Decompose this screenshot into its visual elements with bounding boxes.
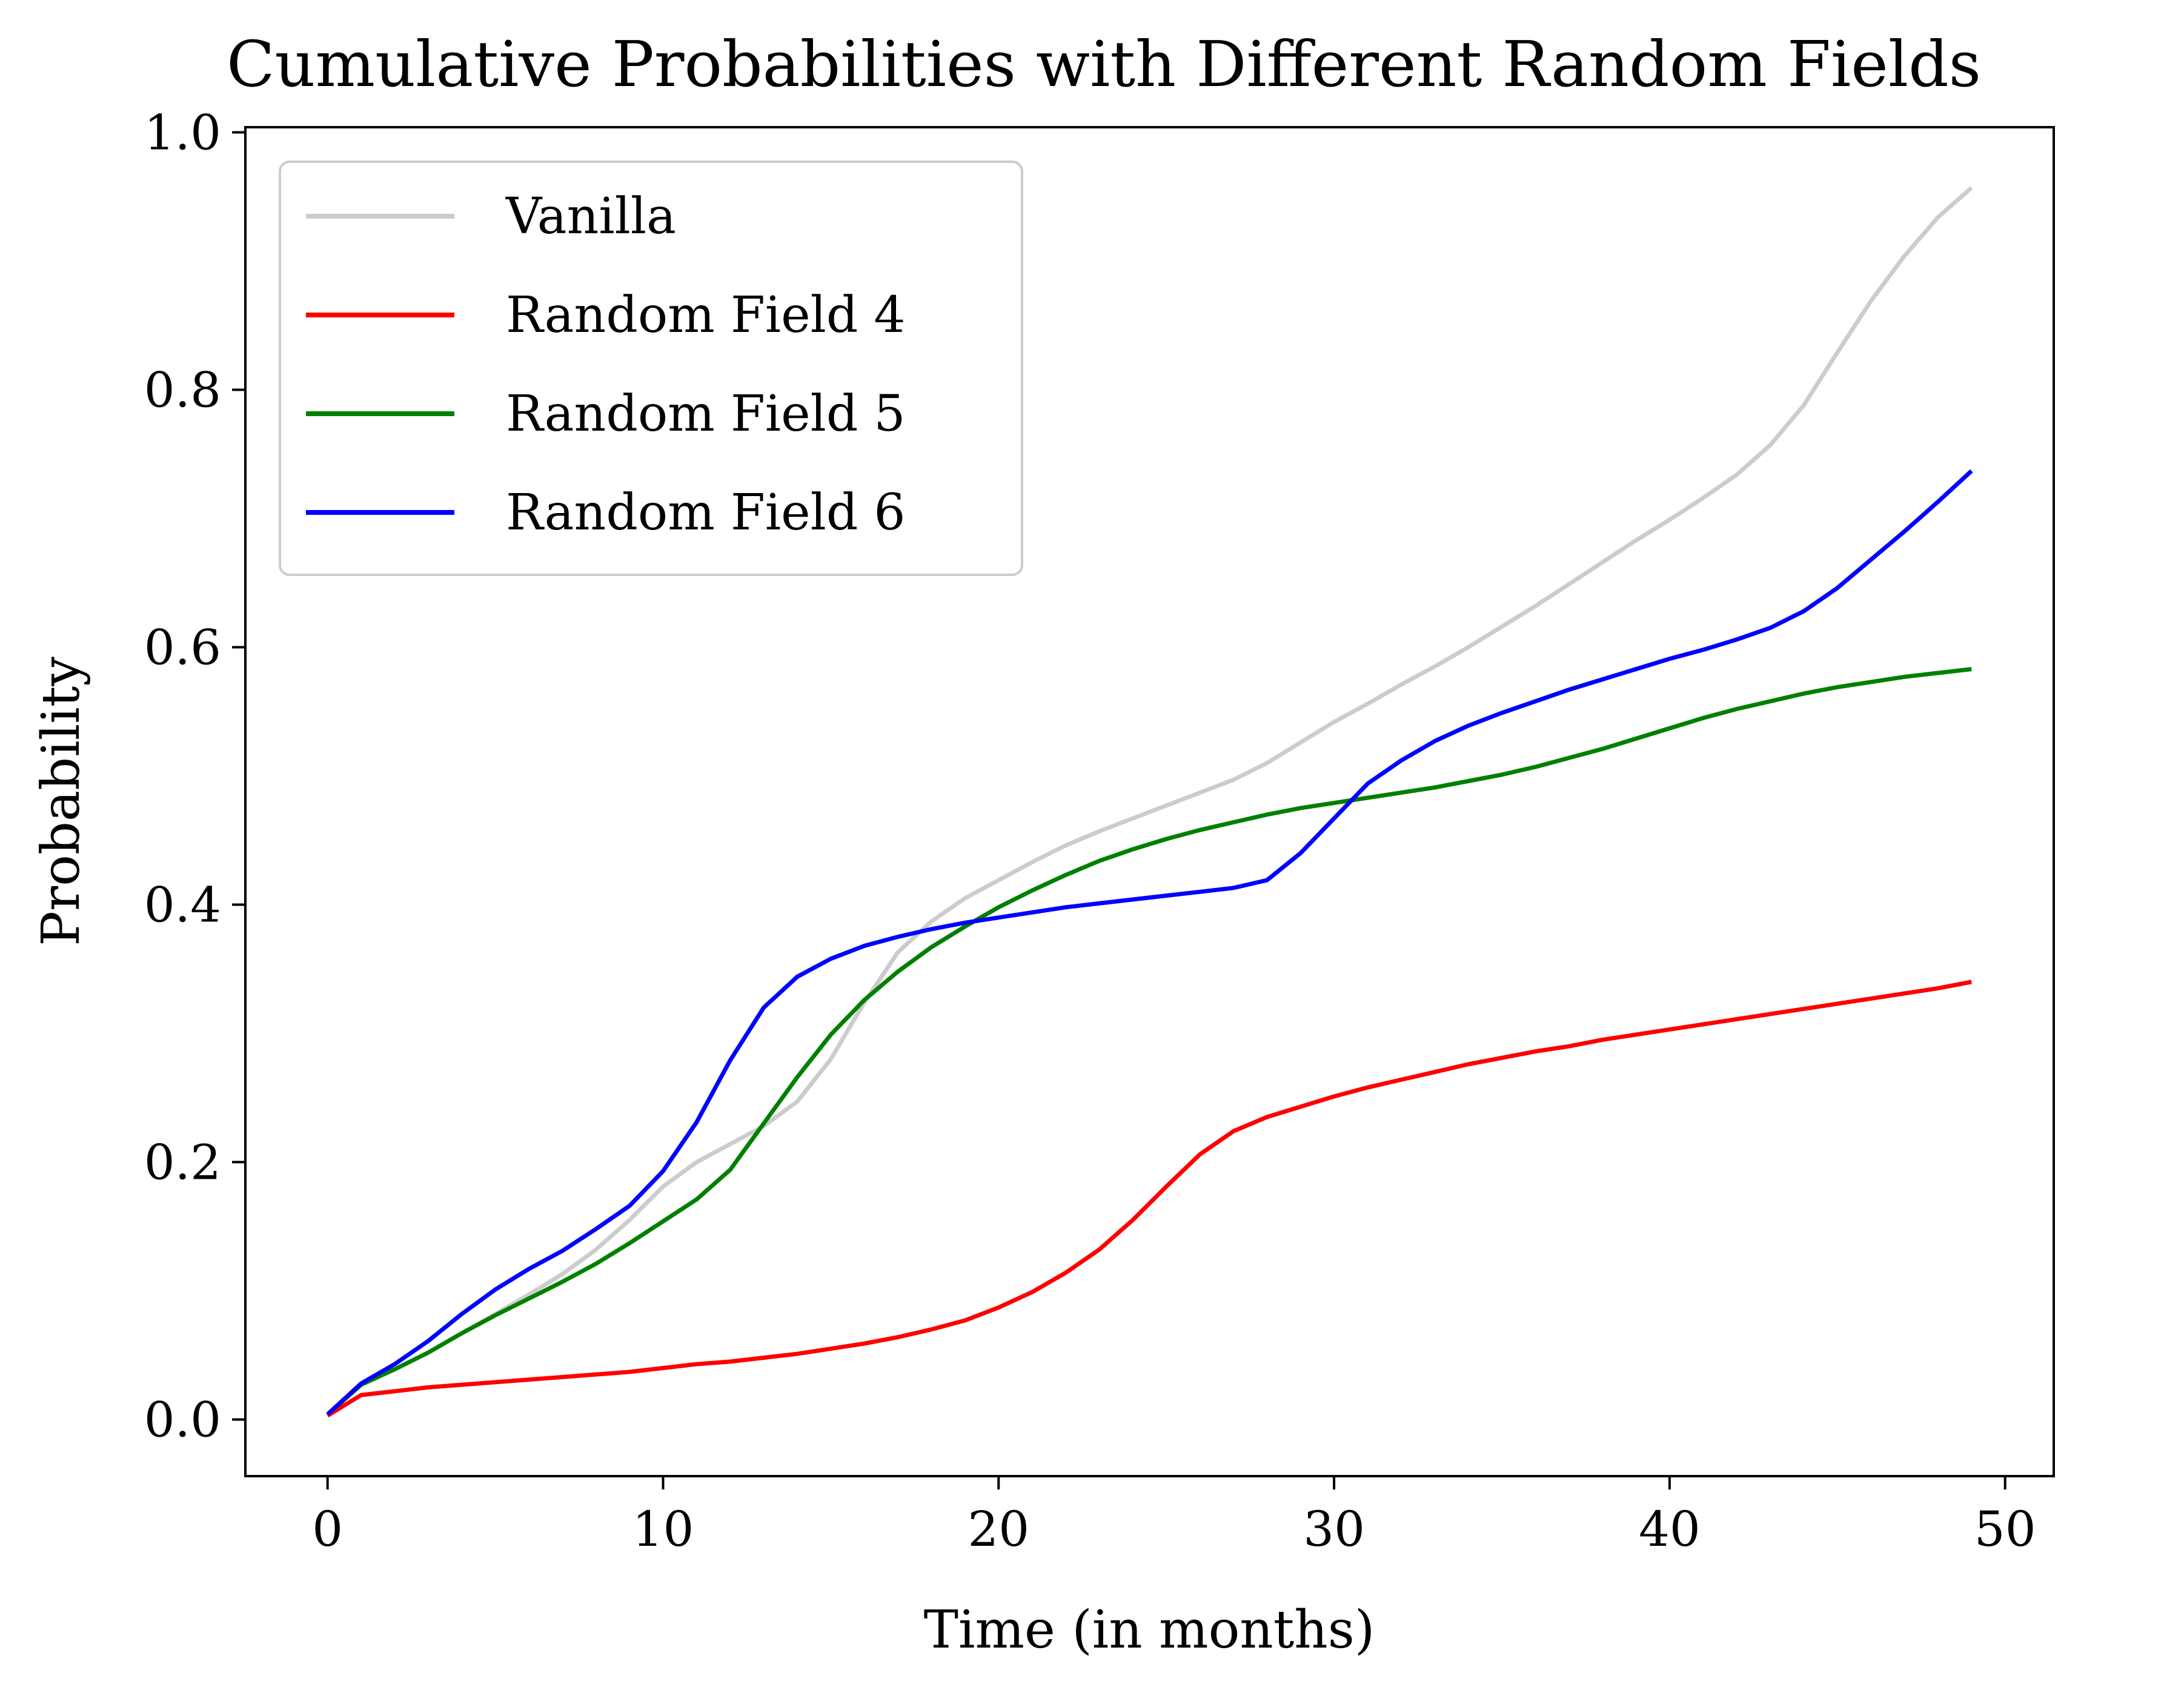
x-tick-label: 20	[968, 1501, 1029, 1557]
series-line-3	[326, 667, 1972, 1416]
y-axis-label: Probability	[31, 657, 91, 946]
legend-label-4: Random Field 6	[506, 484, 906, 542]
series-line-4	[326, 469, 1973, 1416]
chart-title: Cumulative Probabilities with Different …	[227, 27, 1981, 101]
legend-box	[279, 161, 1023, 576]
plot-area	[244, 126, 2055, 1477]
x-tick-label: 40	[1639, 1501, 1701, 1557]
x-tick-label: 30	[1303, 1501, 1365, 1557]
y-tick-label: 0.2	[144, 1135, 221, 1191]
x-tick-label: 10	[632, 1501, 694, 1557]
y-tick-label: 1.0	[144, 105, 221, 161]
series-lines	[326, 186, 1973, 1418]
y-tick-label: 0.0	[144, 1392, 221, 1448]
legend-label-2: Random Field 4	[506, 287, 906, 344]
legend-label-3: Random Field 5	[506, 385, 906, 443]
series-line-2	[326, 979, 1972, 1418]
y-tick-label: 0.4	[144, 877, 221, 933]
legend-label-1: Vanilla	[505, 188, 676, 245]
series-line-1	[326, 186, 1973, 1416]
y-axis-ticks: 0.0 0.2 0.4 0.6 0.8 1.0	[144, 105, 245, 1448]
x-axis-label: Time (in months)	[924, 1600, 1375, 1660]
axes-frame	[244, 126, 2055, 1477]
x-tick-label: 0	[312, 1501, 343, 1557]
y-tick-label: 0.8	[144, 362, 221, 419]
y-tick-label: 0.6	[144, 620, 221, 676]
legend: Vanilla Random Field 4 Random Field 5 Rando…	[279, 161, 1023, 576]
x-tick-label: 50	[1974, 1501, 2036, 1557]
x-axis-ticks: 0 10 20 30 40 50	[312, 1476, 2036, 1557]
